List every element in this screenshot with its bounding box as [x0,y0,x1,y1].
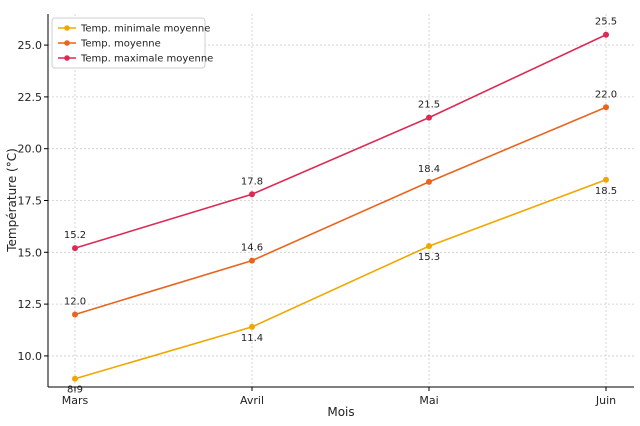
legend-marker [64,25,70,31]
data-point [72,375,78,382]
data-label: 22.0 [595,89,617,100]
data-point [603,104,609,111]
series-line [74,33,607,249]
data-label: 12.0 [64,296,86,307]
data-label: 15.3 [418,252,440,263]
data-label: 18.5 [595,186,617,197]
legend-label: Temp. minimale moyenne [80,24,210,35]
y-tick-label: 22.5 [18,91,43,104]
y-tick-label: 15.0 [18,246,43,259]
grid [48,14,634,387]
tick-labels: 10.0 12.5 15.0 17.5 20.0 22.5 25.0 Mars Avril Mai… [18,39,617,407]
x-tick-label: Mai [419,394,438,407]
data-point [603,31,609,38]
data-point [249,323,255,330]
data-point [249,191,255,198]
data-point [426,243,432,250]
x-tick-label: Mars [62,394,89,407]
data-label: 25.5 [595,17,617,28]
series-line [74,179,607,380]
data-point [72,245,78,252]
y-tick-label: 12.5 [18,298,43,311]
legend-label: Temp. moyenne [80,39,161,50]
x-tick-label: Juin [595,394,616,407]
y-tick-label: 20.0 [18,143,43,156]
x-axis-title: Mois [327,405,354,419]
data-label: 18.4 [418,164,440,175]
data-label: 8.9 [67,385,83,396]
series [72,31,609,382]
legend-marker [64,40,70,46]
data-point [426,114,432,121]
legend-label: Temp. maximale moyenne [80,54,213,65]
data-label: 14.6 [241,243,263,254]
data-label: 11.4 [241,333,263,344]
data-label: 21.5 [418,100,440,111]
legend: Temp. minimale moyenne Temp. moyenne Temp.… [51,17,213,69]
data-point [72,311,78,318]
y-tick-label: 25.0 [18,39,43,52]
data-point [249,257,255,264]
y-axis-title: Température (°C) [5,148,19,253]
legend-box [51,17,206,69]
data-point [426,178,432,185]
series-line [74,106,607,316]
data-label: 17.8 [241,176,263,187]
data-label: 15.2 [64,230,86,241]
data-point [603,176,609,183]
y-tick-label: 10.0 [18,350,43,363]
x-tick-label: Avril [240,394,264,407]
y-tick-label: 17.5 [18,195,43,208]
data-labels: 8.9 11.4 15.3 18.5 12.0 14.6 18.4 22.0 15.2 17.8 2… [64,17,617,396]
legend-marker [64,55,70,61]
